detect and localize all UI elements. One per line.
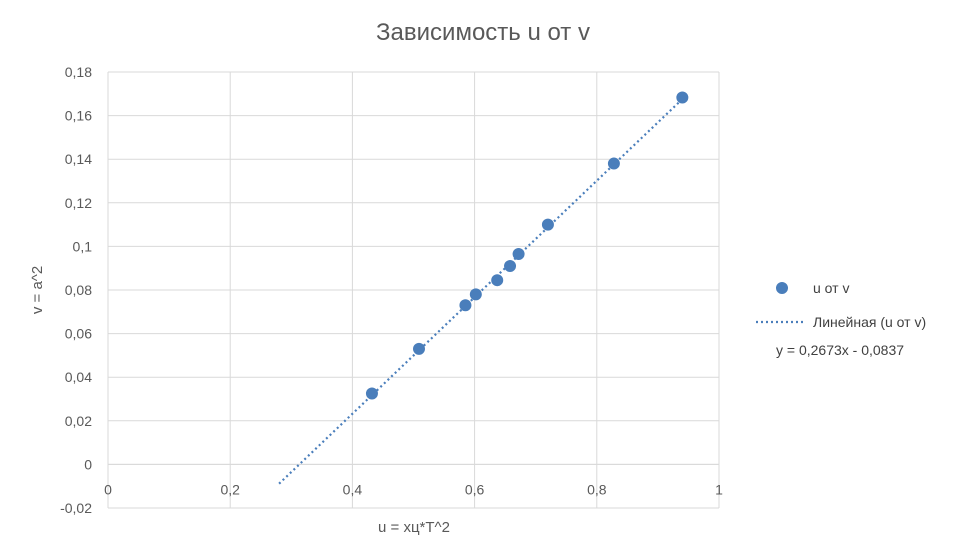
x-tick-label: 1 [715,481,723,497]
y-tick-label: 0,06 [65,326,92,342]
y-tick-label: 0,16 [65,108,92,124]
legend-label-series: u от v [813,280,849,296]
x-tick-label: 0 [104,481,112,497]
y-tick-label: 0,08 [65,282,92,298]
data-point [607,157,620,170]
grid [107,71,720,509]
y-tick-label: -0,02 [60,500,92,516]
data-point [469,288,482,301]
y-axis-title: v = a^2 [29,266,46,314]
x-tick-label: 0,2 [220,481,240,497]
data-points [365,91,689,400]
trendline-equation: y = 0,2673x - 0,0837 [776,342,904,358]
data-point [459,299,472,312]
tick-labels: 0,18 0,16 0,14 0,12 0,1 0,08 0,06 0,04 0,02 0 -0,0… [60,64,723,516]
y-tick-label: 0,14 [65,151,92,167]
data-point [676,91,689,104]
chart-title: Зависимость u от v [376,19,590,46]
y-tick-label: 0 [84,456,92,472]
y-tick-label: 0,04 [65,369,92,385]
legend-marker-series [776,282,788,294]
y-tick-label: 0,02 [65,413,92,429]
x-tick-label: 0,6 [465,481,485,497]
legend: u от v Линейная (u от v) y = 0,2673x - 0… [756,280,926,358]
data-point [541,218,554,231]
y-tick-label: 0,18 [65,64,92,80]
data-point [491,274,504,287]
data-point [365,387,378,400]
data-point [512,248,525,261]
data-point [412,342,425,355]
x-tick-label: 0,4 [343,481,363,497]
data-point [504,260,517,273]
legend-label-trendline: Линейная (u от v) [813,314,926,330]
y-tick-label: 0,12 [65,195,92,211]
x-axis-title: u = xц*T^2 [378,519,450,536]
x-tick-label: 0,8 [587,481,607,497]
y-tick-label: 0,1 [73,238,93,254]
